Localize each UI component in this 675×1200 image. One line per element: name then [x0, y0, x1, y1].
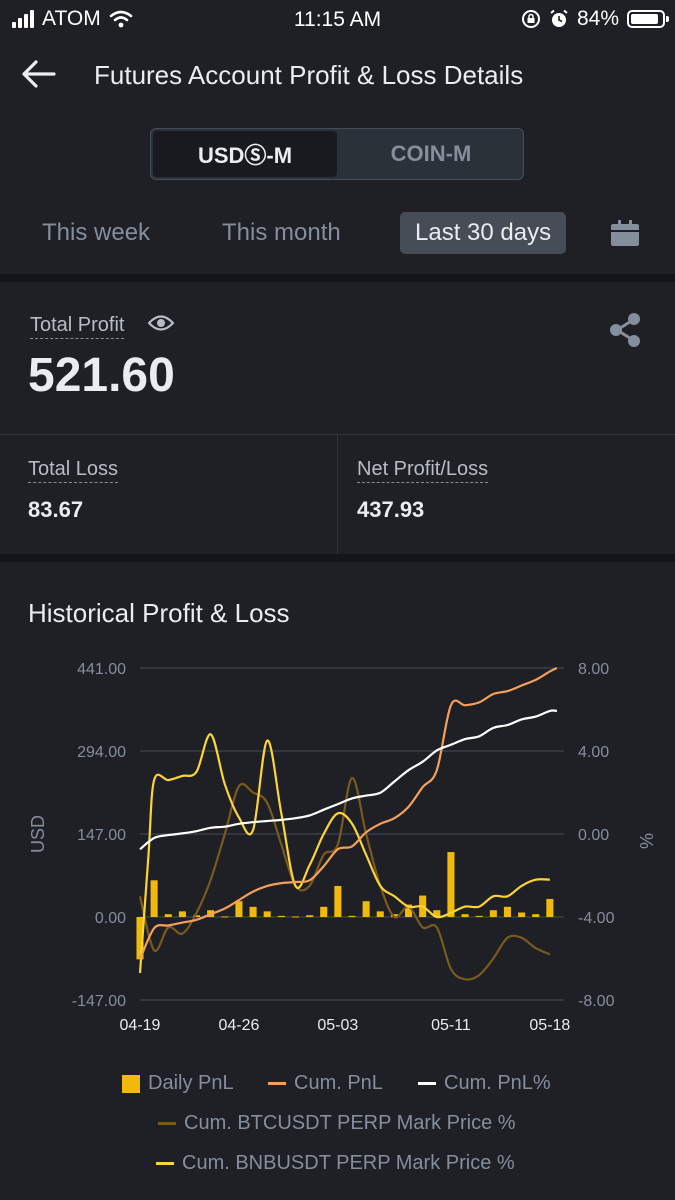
bar-daily-pnl [193, 915, 201, 917]
legend-label: Cum. BNBUSDT PERP Mark Price % [182, 1152, 515, 1174]
bar-daily-pnl [348, 915, 356, 917]
y-tick-label-left: 0.00 [95, 910, 126, 927]
legend-item-cum-pnl-pct[interactable]: Cum. PnL% [418, 1072, 551, 1095]
legend-swatch [122, 1074, 140, 1093]
y-tick-label-right: 8.00 [578, 661, 609, 678]
wifi-icon [109, 10, 133, 28]
tab-last-30-days[interactable]: Last 30 days [400, 212, 567, 254]
share-icon[interactable] [608, 312, 642, 348]
bar-daily-pnl [306, 915, 314, 917]
bar-daily-pnl [235, 901, 243, 917]
cellular-signal-icon [12, 10, 34, 28]
net-profit-loss-value: 437.93 [357, 497, 425, 522]
bar-daily-pnl [489, 910, 497, 917]
legend-item-cum-pnl[interactable]: Cum. PnL [268, 1072, 383, 1095]
total-loss-value: 83.67 [28, 497, 84, 522]
bar-daily-pnl [461, 914, 469, 917]
legend-label: Cum. PnL [294, 1072, 383, 1094]
bar-daily-pnl [291, 916, 299, 918]
bar-daily-pnl [362, 901, 370, 917]
y-tick-label-left: 294.00 [77, 744, 126, 761]
tab-usds-m[interactable]: USDⓈ-M [153, 131, 337, 177]
legend-label: Cum. BTCUSDT PERP Mark Price % [184, 1112, 516, 1134]
bar-daily-pnl [376, 911, 384, 917]
rotation-lock-icon [521, 10, 540, 28]
total-profit-label[interactable]: Total Profit [30, 314, 125, 339]
battery-icon [627, 10, 669, 28]
bar-daily-pnl [503, 906, 511, 917]
bar-daily-pnl [433, 910, 441, 917]
bar-daily-pnl [546, 898, 554, 917]
tab-coin-m[interactable]: COIN-M [390, 141, 472, 166]
profit-summary-card: Total Profit 521.60 Total Loss 83.67 Net… [0, 282, 675, 554]
y-tick-label-right: -8.00 [578, 993, 615, 1010]
card-divider [0, 434, 675, 435]
alarm-icon [550, 9, 568, 27]
bar-daily-pnl [164, 914, 172, 917]
line-cum-pnl [138, 667, 558, 960]
legend-item-btc-mark-price[interactable]: Cum. BTCUSDT PERP Mark Price % [158, 1112, 516, 1135]
x-tick-label: 05-11 [431, 1017, 471, 1034]
eye-icon[interactable] [148, 313, 174, 333]
x-tick-label: 04-19 [120, 1017, 161, 1034]
bar-daily-pnl [334, 885, 342, 917]
status-time: 11:15 AM [293, 8, 382, 31]
calendar-icon[interactable] [610, 218, 640, 248]
x-tick-label: 05-18 [529, 1017, 570, 1034]
section-divider [0, 554, 675, 562]
tab-this-week[interactable]: This week [42, 219, 151, 246]
battery-percent: 84% [576, 7, 619, 30]
net-profit-loss-label[interactable]: Net Profit/Loss [357, 458, 489, 483]
total-profit-value: 521.60 [28, 349, 175, 402]
bar-daily-pnl [150, 880, 158, 917]
y-tick-label-right: -4.00 [578, 910, 615, 927]
y-tick-label-left: 147.00 [77, 827, 126, 844]
margin-type-switch: USDⓈ-M COIN-M [150, 128, 524, 180]
legend-label: Daily PnL [148, 1072, 234, 1094]
bar-daily-pnl [277, 915, 285, 917]
y-tick-label-left: 441.00 [77, 661, 126, 678]
period-tabs: This week This month Last 30 days [0, 210, 675, 260]
bar-daily-pnl [320, 906, 328, 917]
line-bnb-mark-price [138, 733, 550, 974]
legend-swatch [418, 1082, 436, 1085]
bar-daily-pnl [475, 915, 483, 917]
y-tick-label-right: 4.00 [578, 744, 609, 761]
legend-swatch [158, 1122, 176, 1125]
tab-this-month[interactable]: This month [222, 219, 341, 246]
legend-swatch [156, 1162, 174, 1165]
chart-title: Historical Profit & Loss [28, 598, 290, 628]
bar-daily-pnl [263, 911, 271, 917]
y-tick-label-right: 0.00 [578, 827, 609, 844]
y-axis-label-left: USD [28, 815, 48, 853]
legend-item-bnb-mark-price[interactable]: Cum. BNBUSDT PERP Mark Price % [156, 1152, 515, 1175]
section-divider [0, 274, 675, 282]
y-axis-label-right: % [636, 833, 656, 849]
bar-daily-pnl [518, 912, 526, 917]
line-btc-mark-price [138, 776, 551, 981]
bar-daily-pnl [249, 906, 257, 917]
bar-daily-pnl [178, 911, 186, 917]
y-tick-label-left: -147.00 [72, 993, 126, 1010]
status-bar: ATOM 11:15 AM 84% [0, 0, 675, 40]
legend-label: Cum. PnL% [444, 1072, 551, 1094]
bar-daily-pnl [532, 914, 540, 917]
header: Futures Account Profit & Loss Details [0, 40, 675, 112]
back-arrow-icon[interactable] [18, 56, 58, 92]
legend-item-daily-pnl[interactable]: Daily PnL [122, 1072, 234, 1095]
line-cum-pnl-pct [139, 709, 557, 851]
x-tick-label: 04-26 [218, 1017, 259, 1034]
carrier-name: ATOM [42, 7, 101, 30]
pnl-chart[interactable]: 441.00 8.00 294.00 4.00 147.00 0.00 0.00 -4.00 -… [0, 640, 675, 1040]
card-divider-vertical [337, 435, 338, 554]
bar-daily-pnl [447, 852, 455, 917]
bar-daily-pnl [221, 916, 229, 918]
bar-daily-pnl [405, 904, 413, 917]
total-loss-label[interactable]: Total Loss [28, 458, 119, 483]
bar-daily-pnl [136, 917, 144, 960]
legend-swatch [268, 1082, 286, 1085]
page-title: Futures Account Profit & Loss Details [94, 60, 524, 90]
x-tick-label: 05-03 [317, 1017, 358, 1034]
